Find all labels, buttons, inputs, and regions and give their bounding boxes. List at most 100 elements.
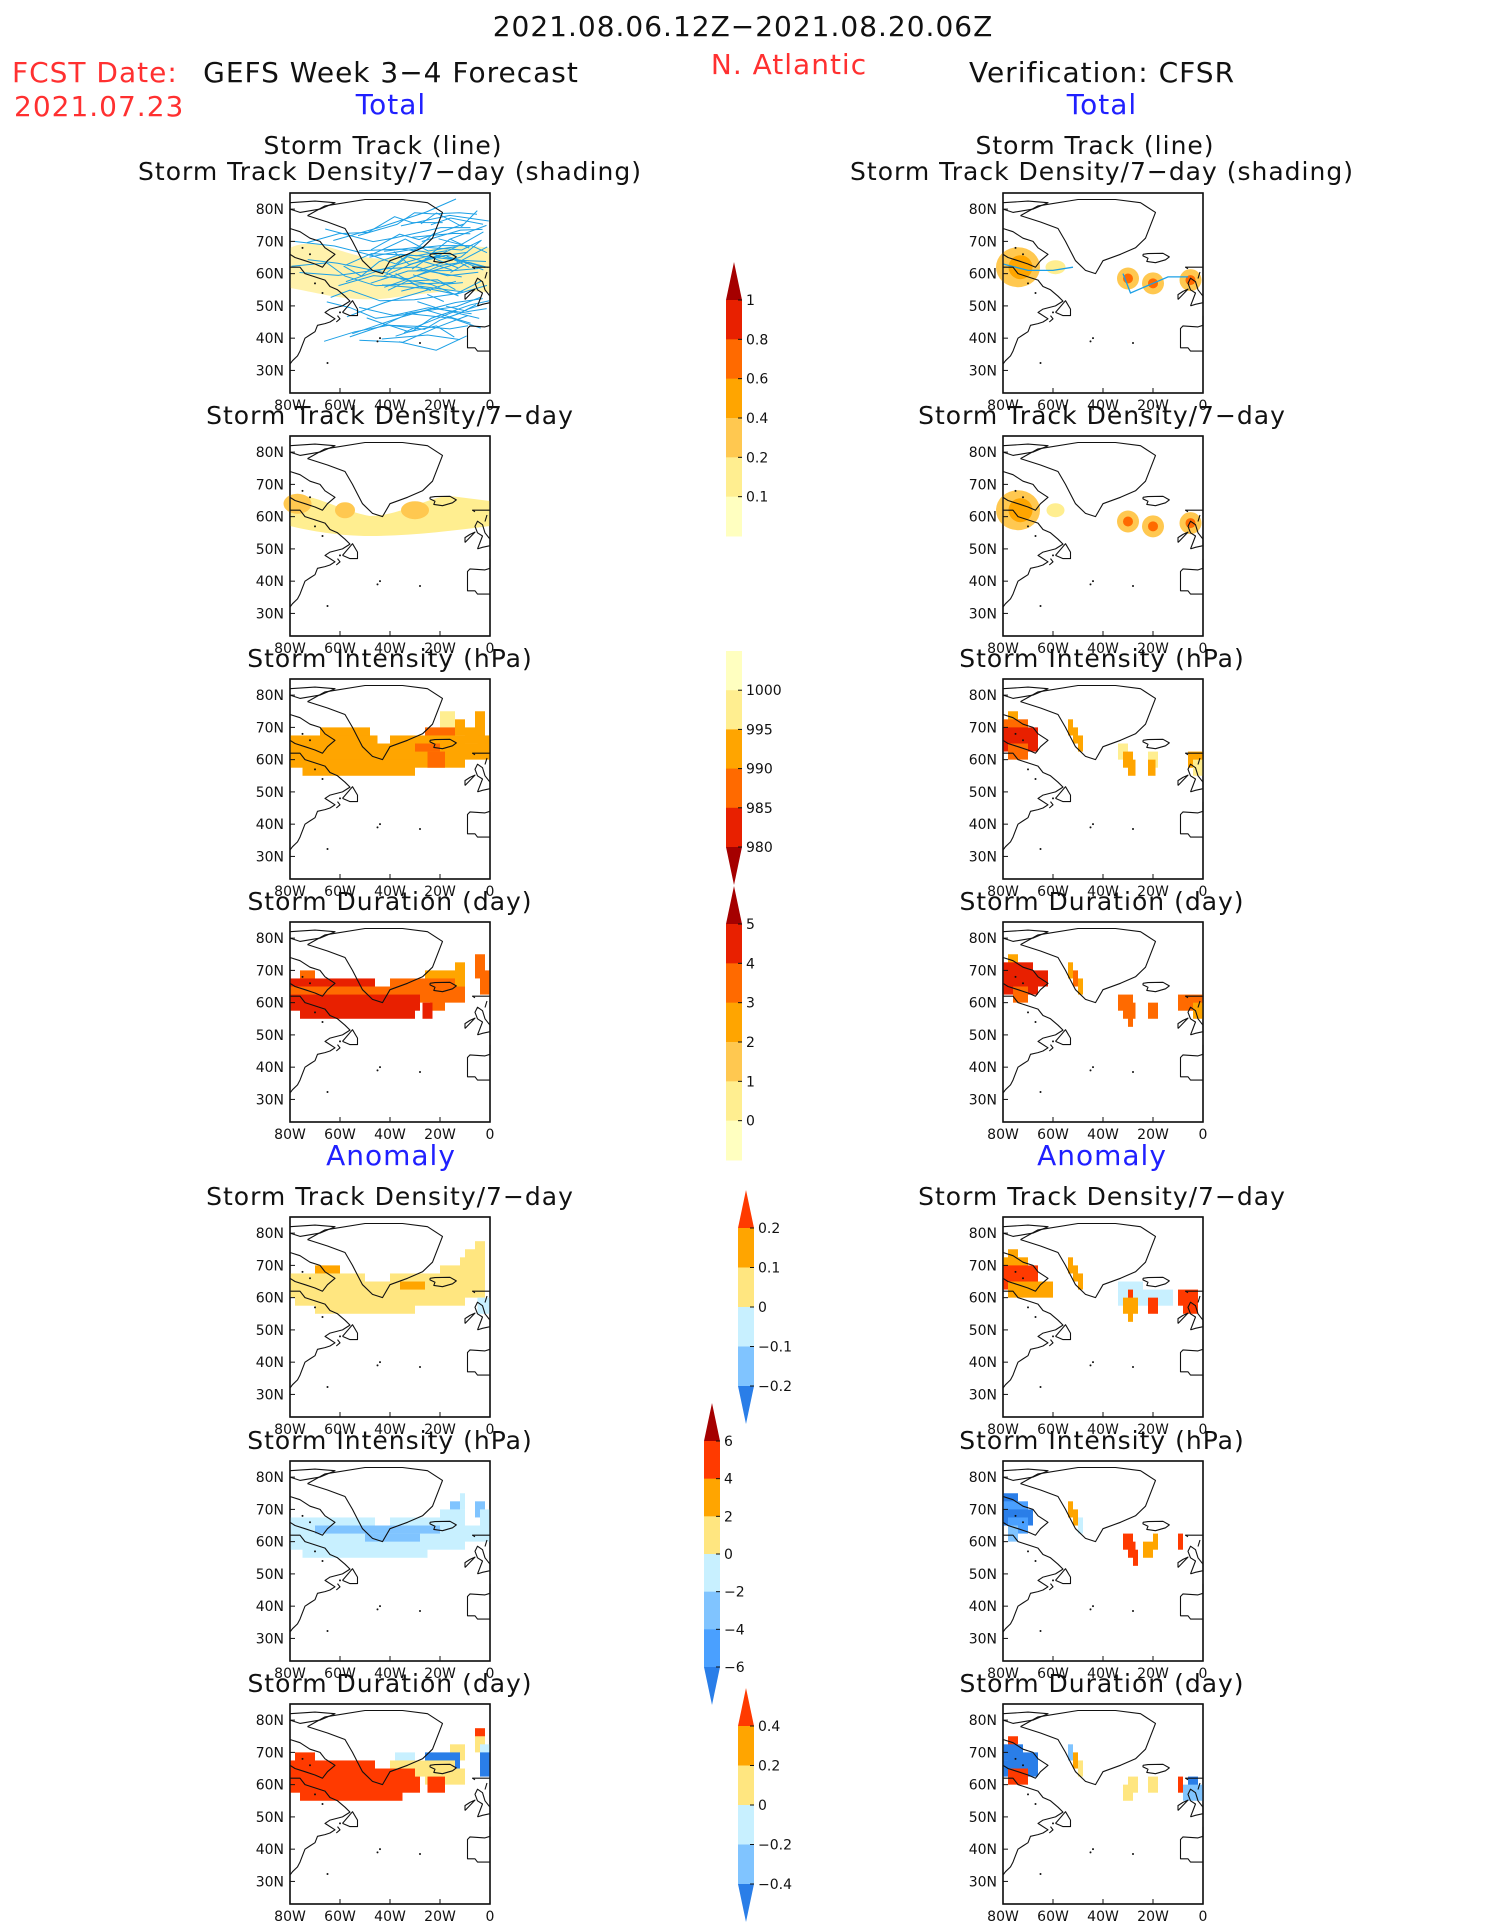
- iceland-coast: [1142, 495, 1170, 507]
- colorbar-ticks: 1 0.8 0.6 0.4 0.2 0.1: [738, 293, 768, 506]
- colorbar-tick-label: 4: [724, 1472, 733, 1488]
- island-dot: [379, 823, 381, 826]
- grid-cell: [1008, 1249, 1018, 1266]
- north-america-coast: [1002, 1777, 1064, 1876]
- lon-label: 20W: [1137, 1422, 1169, 1438]
- island-dot: [1022, 1277, 1024, 1280]
- island-dot: [1089, 1851, 1092, 1854]
- colorbar-swatch: [738, 1765, 754, 1806]
- grid-cell: [440, 711, 455, 728]
- lat-label: 80N: [969, 445, 997, 461]
- ellesmere-coast: [1002, 200, 1049, 213]
- shading-layer: [1003, 711, 1203, 776]
- lat-label: 40N: [969, 1842, 997, 1858]
- grid-cell: [1183, 1297, 1198, 1314]
- lat-label: 80N: [969, 688, 997, 704]
- island-dot: [1022, 253, 1024, 256]
- lat-label: 80N: [969, 202, 997, 218]
- colorbar-tick-label: 0.2: [758, 1221, 780, 1237]
- ireland-coast: [1177, 1312, 1189, 1324]
- island-dot: [1022, 496, 1024, 499]
- baffin-coast: [1002, 1251, 1049, 1292]
- lat-label: 70N: [969, 477, 997, 493]
- island-dot: [376, 1364, 379, 1367]
- island-dot: [321, 1803, 324, 1805]
- title-duration-total-right: Storm Duration (day): [959, 887, 1245, 916]
- grid-cell: [477, 1297, 490, 1314]
- lon-label: 80W: [987, 641, 1019, 657]
- island-dot: [419, 1610, 421, 1612]
- lon-label: 80W: [274, 1666, 306, 1682]
- ireland-coast: [464, 1799, 476, 1811]
- lat-label: 70N: [969, 963, 997, 979]
- island-dot: [1092, 337, 1094, 340]
- colorbar-swatch: [726, 651, 742, 691]
- nova-scotia-coast: [1048, 1339, 1054, 1347]
- storm-track-line: [306, 216, 443, 244]
- lat-label: 40N: [256, 331, 284, 347]
- island-dot: [1089, 826, 1092, 829]
- title-intensity-anom-right: Storm Intensity (hPa): [959, 1426, 1245, 1455]
- lon-label: 20W: [424, 1909, 456, 1925]
- island-dot: [1014, 489, 1017, 492]
- lon-label: 40W: [1087, 884, 1119, 900]
- map-frame: [289, 435, 491, 637]
- axis-labels: 80N 70N 60N 50N 40N 30N 80W 60W 40W 20W 0: [969, 931, 1208, 1143]
- ellesmere-coast: [1002, 1468, 1049, 1481]
- britain-coast: [1187, 1006, 1204, 1036]
- lat-label: 60N: [256, 753, 284, 769]
- ireland-coast: [464, 1312, 476, 1324]
- map-base: [289, 1216, 491, 1418]
- island-dot: [1092, 1848, 1094, 1851]
- lon-label: 60W: [1037, 1127, 1069, 1143]
- shading-layer: [1003, 1249, 1198, 1322]
- grid-cell: [1148, 1002, 1158, 1019]
- grid-cell: [1068, 1501, 1073, 1518]
- baffin-coast: [289, 956, 336, 997]
- faroe-coast: [1184, 1777, 1203, 1781]
- island-dot: [1052, 797, 1054, 800]
- shetland-coast: [484, 1782, 488, 1790]
- island-dot: [379, 1848, 381, 1851]
- lat-label: 50N: [256, 1810, 284, 1826]
- colorbar-tick-label: −6: [724, 1660, 745, 1676]
- coastline-layer: [1002, 921, 1204, 1123]
- lat-label: 80N: [256, 1470, 284, 1486]
- colorbar-tick-label: 0: [746, 1114, 755, 1130]
- lat-label: 40N: [256, 574, 284, 590]
- map-density-anom-forecast: 80N 70N 60N 50N 40N 30N 80W 60W 40W 20W 0: [256, 1216, 494, 1438]
- lon-label: 60W: [324, 1909, 356, 1925]
- grid-cell: [480, 1760, 490, 1777]
- lat-label: 50N: [969, 785, 997, 801]
- storm-track-line: [343, 250, 448, 277]
- lon-label: 20W: [1137, 1127, 1169, 1143]
- grid-cell: [1008, 743, 1028, 760]
- shetland-coast: [1197, 514, 1201, 522]
- storm-track-line: [393, 251, 470, 268]
- lat-label: 40N: [969, 1355, 997, 1371]
- baffin-coast: [289, 470, 336, 511]
- colorbar-tick-label: 0: [758, 1798, 767, 1814]
- lat-label: 60N: [969, 1291, 997, 1307]
- lon-label: 60W: [324, 1422, 356, 1438]
- ellesmere-coast: [1002, 686, 1049, 699]
- lat-label: 30N: [256, 1631, 284, 1647]
- iberia-coast: [1179, 1044, 1204, 1081]
- lon-label: 40W: [1087, 1666, 1119, 1682]
- lat-label: 30N: [256, 1387, 284, 1403]
- north-america-coast: [1002, 995, 1064, 1094]
- baffin-coast: [289, 227, 336, 268]
- island-dot: [1092, 580, 1094, 583]
- iberia-coast: [1179, 1339, 1204, 1376]
- colorbar-swatches: [726, 262, 742, 537]
- britain-coast: [474, 1006, 491, 1036]
- iberia-coast: [466, 801, 491, 838]
- island-dot: [419, 1853, 421, 1855]
- colorbar-tick-label: 0.2: [758, 1759, 780, 1775]
- lat-label: 60N: [969, 510, 997, 526]
- grid-cell: [475, 719, 485, 736]
- island-dot: [326, 1091, 329, 1093]
- lat-label: 60N: [256, 510, 284, 526]
- lon-label: 0: [486, 641, 495, 657]
- ireland-coast: [1177, 1556, 1189, 1568]
